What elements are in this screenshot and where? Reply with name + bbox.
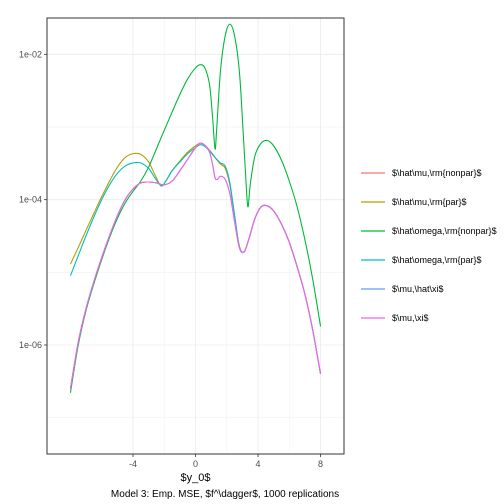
series-line-6 bbox=[69, 142, 322, 389]
y-tick-label: 1e-04 bbox=[19, 195, 42, 205]
legend-label-4: $\hat\omega,\rm{par}$ bbox=[392, 255, 482, 265]
x-tick-label: 4 bbox=[256, 459, 261, 469]
legend-label-5: $\mu,\hat\xi$ bbox=[392, 284, 444, 294]
x-axis-title: $y_0$ bbox=[181, 472, 211, 484]
legend: $\hat\mu,\rm{nonpar}$ $\hat\mu,\rm{par}$ $… bbox=[361, 168, 497, 323]
chart-caption: Model 3: Emp. MSE, $f^\dagger$, 1000 rep… bbox=[111, 489, 339, 500]
legend-label-2: $\hat\mu,\rm{par}$ bbox=[392, 197, 467, 207]
x-tick-label: -4 bbox=[129, 459, 137, 469]
y-tick-label: 1e-02 bbox=[19, 49, 42, 59]
series-line-3 bbox=[69, 23, 322, 393]
legend-label-6: $\mu,\xi$ bbox=[392, 313, 429, 323]
y-tick-label: 1e-06 bbox=[19, 340, 42, 350]
axes: -4 0 4 8 1e-06 1e-04 1e-02 bbox=[19, 49, 323, 469]
legend-label-3: $\hat\omega,\rm{nonpar}$ bbox=[392, 226, 497, 236]
x-tick-label: 8 bbox=[318, 459, 323, 469]
legend-label-1: $\hat\mu,\rm{nonpar}$ bbox=[392, 168, 482, 178]
x-tick-label: 0 bbox=[193, 459, 198, 469]
series-lines bbox=[69, 23, 322, 393]
